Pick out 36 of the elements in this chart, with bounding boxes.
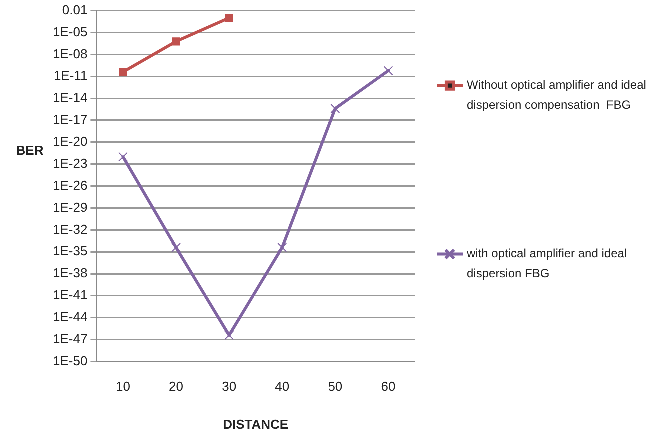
y-tick-label: 1E-35 <box>52 244 88 259</box>
y-tick-label: 1E-29 <box>52 200 88 215</box>
point <box>224 330 234 340</box>
point <box>118 152 128 162</box>
x-tick-label: 20 <box>169 379 184 394</box>
x-tick-label: 40 <box>275 379 290 394</box>
y-tick-label: 1E-17 <box>52 112 88 128</box>
y-tick-label: 1E-47 <box>52 331 88 346</box>
x-axis-title: DISTANCE <box>223 416 289 432</box>
x-tick-label: 60 <box>381 379 396 394</box>
y-tick-label: 1E-44 <box>52 310 88 325</box>
y-tick-label: 1E-05 <box>52 24 88 40</box>
x-tick-label: 10 <box>116 379 130 394</box>
legend-label: Without optical amplifier and ideal dispersion compensation FBG <box>467 78 646 112</box>
point <box>278 242 288 252</box>
y-tick-label: 1E-26 <box>52 178 88 193</box>
y-tick-label: 1E-50 <box>52 353 88 368</box>
point <box>225 14 234 22</box>
y-tick-label: 1E-08 <box>52 46 88 62</box>
point <box>384 66 394 76</box>
point <box>119 68 128 76</box>
y-tick-label: 1E-32 <box>52 222 88 237</box>
point <box>172 242 182 252</box>
point <box>172 38 180 46</box>
y-axis-title: BER <box>16 142 44 158</box>
y-tick-label: 1E-20 <box>52 134 88 150</box>
x-tick-label: 30 <box>222 379 237 394</box>
y-tick-label: 1E-23 <box>52 156 88 171</box>
y-tick-label: 1E-41 <box>52 288 88 303</box>
point <box>330 104 340 114</box>
x-tick-label: 50 <box>328 379 343 394</box>
y-tick-label: 0.01 <box>62 2 88 18</box>
y-tick-label: 1E-14 <box>52 90 88 106</box>
legend-label: with optical amplifier and ideal dispersion FBG <box>466 246 628 281</box>
y-tick-label: 1E-38 <box>52 266 88 281</box>
y-tick-label: 1E-11 <box>54 68 88 84</box>
